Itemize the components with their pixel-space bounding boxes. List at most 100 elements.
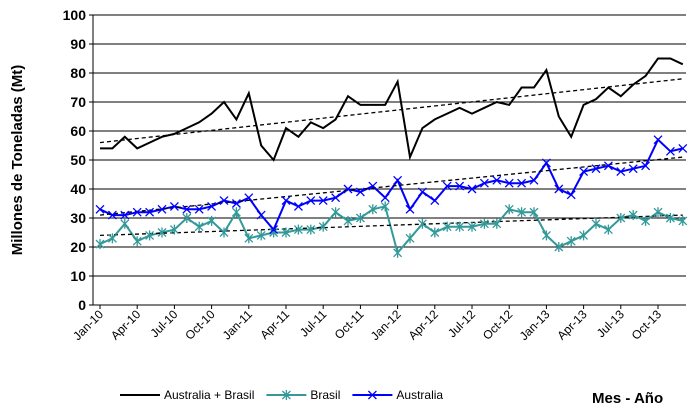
legend-label: Australia <box>396 388 443 402</box>
x-tick-label: Jul-10 <box>148 307 181 340</box>
data-point <box>529 207 539 218</box>
data-point <box>554 184 564 194</box>
data-point <box>479 218 489 229</box>
data-point <box>256 230 266 241</box>
data-point <box>479 178 489 188</box>
data-point <box>393 175 403 185</box>
data-point <box>355 213 365 223</box>
marker-stroke <box>430 196 440 206</box>
y-tick-label: 40 <box>70 181 86 197</box>
x-tick-label: Apr-11 <box>257 307 292 342</box>
data-point <box>455 221 465 232</box>
data-point <box>331 207 341 218</box>
data-point <box>219 196 229 206</box>
data-point <box>219 227 229 238</box>
data-point <box>405 233 415 244</box>
marker-stroke <box>591 164 601 174</box>
x-tick-label: Oct-12 <box>480 307 516 343</box>
y-tick-label: 30 <box>70 210 86 226</box>
data-point <box>616 213 626 223</box>
data-point <box>231 207 241 218</box>
data-point <box>517 207 527 218</box>
marker-stroke <box>368 181 378 191</box>
data-point <box>492 218 502 229</box>
data-point <box>641 215 651 226</box>
data-point <box>591 164 601 174</box>
data-point <box>157 227 167 238</box>
marker-stroke <box>479 178 489 188</box>
data-point <box>145 207 155 217</box>
data-point <box>393 247 403 258</box>
marker-stroke <box>566 190 576 200</box>
marker-stroke <box>653 135 663 145</box>
marker-stroke <box>405 204 415 214</box>
marker-stroke <box>157 204 167 214</box>
data-point <box>107 233 117 244</box>
data-point <box>405 204 415 214</box>
marker-stroke <box>492 175 502 185</box>
data-point <box>628 210 638 221</box>
data-point <box>331 193 341 203</box>
y-tick-label: 10 <box>70 268 86 284</box>
x-tick-label: Jan-13 <box>517 307 553 343</box>
x-tick-label: Jan-10 <box>70 307 106 343</box>
data-point <box>554 242 564 252</box>
data-point <box>169 201 179 211</box>
data-point <box>529 175 539 185</box>
marker-stroke <box>504 178 514 188</box>
x-tick-label: Oct-13 <box>629 307 665 343</box>
marker-stroke <box>417 187 427 197</box>
marker-stroke <box>244 193 254 203</box>
data-point <box>442 181 452 191</box>
data-point <box>231 199 241 208</box>
y-tick-label: 60 <box>70 123 86 139</box>
marker-stroke <box>367 390 377 400</box>
x-tick-label: Jan-12 <box>368 307 404 343</box>
data-point <box>492 175 502 185</box>
y-tick-label: 70 <box>70 94 86 110</box>
data-point <box>120 218 130 229</box>
data-point <box>566 236 576 247</box>
marker-stroke <box>579 167 589 177</box>
x-tick-label: Jul-12 <box>445 307 478 340</box>
marker-stroke <box>343 184 353 194</box>
data-point <box>603 161 613 171</box>
x-tick-label: Oct-10 <box>182 307 218 343</box>
x-axis-title: Mes - Año <box>592 390 663 407</box>
marker-stroke <box>231 199 241 208</box>
data-point <box>641 161 651 171</box>
data-point <box>368 204 378 215</box>
data-point <box>343 215 353 226</box>
marker-stroke <box>603 161 613 171</box>
data-point <box>430 227 440 238</box>
marker-stroke <box>380 193 390 203</box>
x-tick-label: Oct-11 <box>332 307 367 342</box>
marker-stroke <box>107 210 117 220</box>
data-point <box>591 218 601 229</box>
data-point <box>678 215 688 226</box>
data-point <box>603 224 613 235</box>
legend-label: Australia + Brasil <box>164 388 254 402</box>
series-line <box>100 57 684 162</box>
data-point <box>380 193 390 203</box>
data-point <box>194 204 204 214</box>
marker-stroke <box>219 196 229 206</box>
data-point <box>182 204 192 214</box>
data-point <box>653 135 663 145</box>
marker-stroke <box>318 196 328 206</box>
x-tick-label: Jan-11 <box>220 307 255 342</box>
y-tick-label: 20 <box>70 239 86 255</box>
y-tick-label: 90 <box>70 36 86 52</box>
data-point <box>256 210 266 220</box>
marker-stroke <box>616 167 626 177</box>
data-point <box>442 221 452 232</box>
legend-label: Brasil <box>310 388 340 402</box>
x-tick-label: Apr-10 <box>108 307 144 343</box>
data-point <box>306 224 316 235</box>
data-point <box>616 167 626 177</box>
x-tick-label: Jul-13 <box>594 307 627 340</box>
data-point <box>541 158 551 168</box>
data-point <box>107 210 117 220</box>
y-tick-label: 0 <box>78 297 86 313</box>
